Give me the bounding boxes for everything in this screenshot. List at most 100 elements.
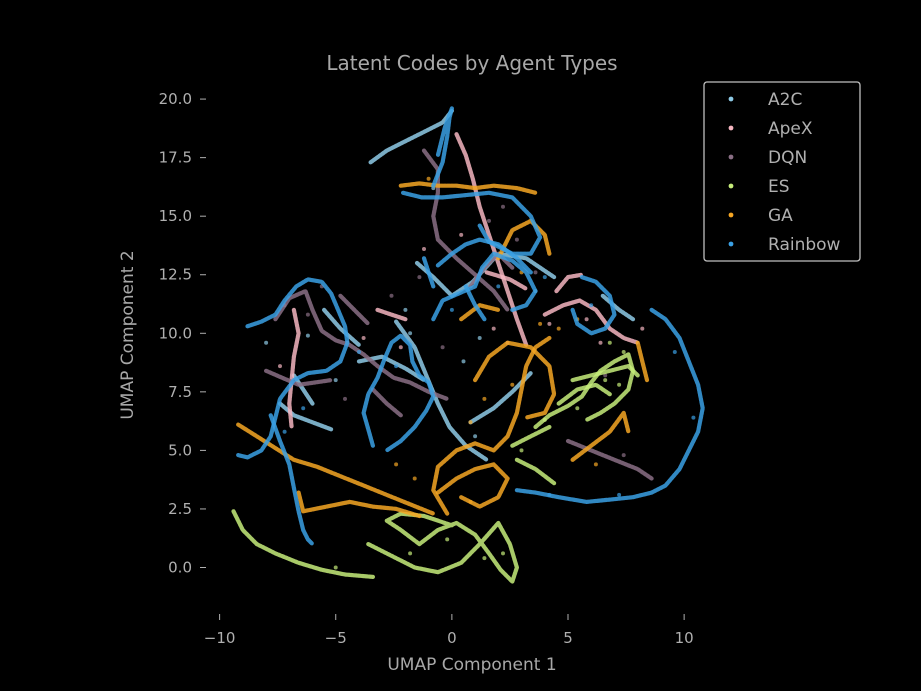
point-dqn-7 <box>621 453 626 458</box>
y-axis: 0.0 2.5 5.0 7.5 10.0 12.5 15.0 17.5 20.0 <box>159 90 206 577</box>
point-dqn-10 <box>487 218 491 223</box>
point-rainbow-6 <box>542 275 547 280</box>
trajectory-a2c-4 <box>277 401 334 432</box>
y-tick-label: 2.5 <box>168 500 192 518</box>
point-ga-0 <box>412 476 417 481</box>
y-tick-label: 0.0 <box>168 559 192 577</box>
legend-label-dqn: DQN <box>768 148 807 168</box>
trajectory-ga-2 <box>398 181 538 195</box>
trajectory-dqn-0 <box>273 289 450 401</box>
x-tick-label: −10 <box>204 629 236 647</box>
legend-label-rainbow: Rainbow <box>768 235 841 255</box>
point-es-8 <box>408 551 413 556</box>
trajectory-rainbow-6 <box>435 237 533 275</box>
point-dqn-2 <box>389 293 394 298</box>
point-apex-9 <box>598 340 603 345</box>
point-es-9 <box>333 565 338 570</box>
point-es-3 <box>617 382 622 387</box>
trajectory-es-2 <box>533 352 636 430</box>
trajectory-rainbow-0 <box>236 277 350 460</box>
trajectory-ga-5 <box>473 340 557 420</box>
legend-marker-es <box>728 183 734 189</box>
x-tick-label: 10 <box>675 629 694 647</box>
point-a2c-9 <box>305 333 310 338</box>
trajectory-es-0 <box>231 509 375 579</box>
legend-marker-apex <box>728 125 734 131</box>
trajectory-rainbow-10 <box>421 256 436 289</box>
trajectory-rainbow-3 <box>431 106 454 188</box>
point-ga-9 <box>426 176 431 181</box>
point-rainbow-3 <box>394 364 399 369</box>
trajectory-apex-2 <box>542 298 640 345</box>
point-es-6 <box>445 537 450 542</box>
trajectory-es-3 <box>570 364 640 383</box>
legend-label-a2c: A2C <box>768 90 802 110</box>
trajectory-rainbow-5 <box>431 251 538 322</box>
point-es-1 <box>542 417 547 422</box>
y-tick-label: 20.0 <box>159 90 192 108</box>
point-ga-3 <box>482 396 487 401</box>
point-es-10 <box>607 340 612 345</box>
x-axis: −10 −5 0 5 10 <box>204 614 694 647</box>
point-a2c-2 <box>333 378 338 383</box>
trajectory-apex-3 <box>375 307 408 322</box>
trajectory-rainbow-9 <box>463 284 487 322</box>
point-rainbow-8 <box>672 350 677 354</box>
point-apex-6 <box>584 317 589 322</box>
point-dqn-6 <box>603 373 608 378</box>
point-ga-10 <box>468 499 473 504</box>
point-ga-6 <box>556 326 561 331</box>
point-apex-7 <box>422 247 426 251</box>
trajectory-es-4 <box>556 382 612 406</box>
point-ga-11 <box>593 462 598 467</box>
trajectory-es-1 <box>366 511 519 584</box>
point-rainbow-11 <box>547 492 552 497</box>
trajectory-ga-3 <box>431 335 552 516</box>
point-apex-5 <box>547 321 552 326</box>
trajectory-ga-7 <box>570 410 631 462</box>
point-apex-10 <box>640 326 645 331</box>
trajectory-rainbow-8 <box>514 307 705 504</box>
point-rainbow-5 <box>496 284 501 289</box>
series-rainbow <box>236 106 705 547</box>
trajectory-apex-5 <box>554 272 584 294</box>
point-apex-3 <box>491 326 496 331</box>
trajectory-a2c-6 <box>322 307 362 348</box>
point-ga-5 <box>538 321 543 326</box>
point-rainbow-0 <box>301 406 306 411</box>
y-tick-label: 5.0 <box>168 441 192 459</box>
point-ga-2 <box>468 420 473 425</box>
trajectory-apex-1 <box>287 307 301 430</box>
y-tick-label: 7.5 <box>168 383 192 401</box>
x-tick-label: −5 <box>325 629 347 647</box>
legend-marker-dqn <box>728 154 734 160</box>
y-tick-label: 12.5 <box>159 266 192 284</box>
plot-area <box>231 106 705 584</box>
series-es <box>231 340 640 584</box>
trajectory-a2c-7 <box>600 293 636 322</box>
trajectory-dqn-4 <box>565 438 654 481</box>
point-rainbow-7 <box>589 303 594 308</box>
trajectory-ga-1 <box>296 490 422 519</box>
point-es-7 <box>482 556 487 561</box>
point-dqn-8 <box>343 396 347 401</box>
point-dqn-3 <box>417 275 422 280</box>
point-es-11 <box>621 350 626 354</box>
point-dqn-9 <box>440 345 445 350</box>
trajectory-ga-4 <box>435 462 510 509</box>
x-axis-label: UMAP Component 1 <box>387 655 556 675</box>
legend-marker-a2c <box>728 96 734 102</box>
point-dqn-0 <box>305 312 310 317</box>
x-tick-label: 5 <box>563 629 573 647</box>
trajectory-rainbow-2 <box>361 333 436 453</box>
point-apex-2 <box>398 345 403 350</box>
point-apex-8 <box>459 232 464 237</box>
trajectory-rainbow-1 <box>268 413 315 547</box>
y-axis-label: UMAP Component 2 <box>118 250 138 419</box>
point-a2c-8 <box>461 359 466 364</box>
point-apex-11 <box>278 364 282 369</box>
point-ga-1 <box>394 462 399 467</box>
point-es-2 <box>603 378 608 383</box>
y-tick-label: 15.0 <box>159 207 192 225</box>
